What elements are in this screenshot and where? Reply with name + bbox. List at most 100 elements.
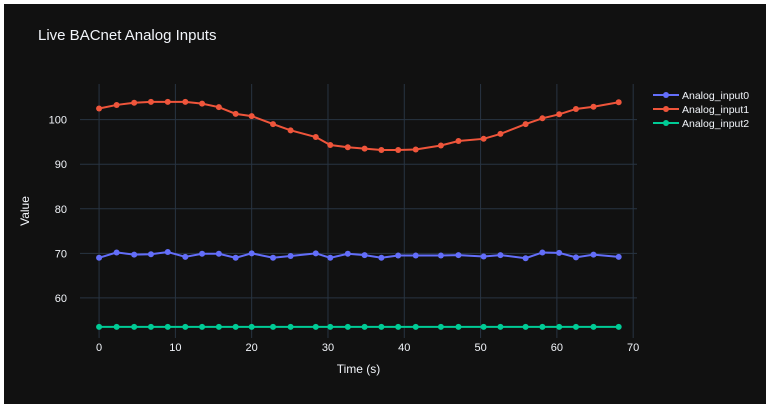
data-point[interactable]	[378, 323, 385, 330]
data-point[interactable]	[270, 121, 277, 128]
data-point[interactable]	[113, 323, 120, 330]
data-point[interactable]	[556, 323, 563, 330]
data-point[interactable]	[522, 323, 529, 330]
data-point[interactable]	[270, 323, 277, 330]
data-point[interactable]	[361, 323, 368, 330]
data-point[interactable]	[344, 144, 351, 151]
legend-item-Analog_input0[interactable]: Analog_input0	[653, 90, 749, 102]
data-point[interactable]	[412, 146, 419, 153]
data-point[interactable]	[287, 323, 294, 330]
data-point[interactable]	[378, 146, 385, 153]
data-point[interactable]	[572, 323, 579, 330]
data-point[interactable]	[215, 104, 222, 111]
data-point[interactable]	[497, 252, 504, 259]
data-point[interactable]	[412, 323, 419, 330]
data-point[interactable]	[248, 113, 255, 120]
data-point[interactable]	[556, 111, 563, 118]
data-point[interactable]	[113, 101, 120, 108]
data-point[interactable]	[131, 99, 138, 106]
data-point[interactable]	[182, 323, 189, 330]
data-point[interactable]	[215, 250, 222, 257]
data-point[interactable]	[312, 134, 319, 141]
data-point[interactable]	[113, 249, 120, 256]
data-point[interactable]	[182, 98, 189, 105]
y-axis-title: Value	[18, 196, 32, 226]
data-point[interactable]	[164, 323, 171, 330]
data-point[interactable]	[147, 323, 154, 330]
legend-item-Analog_input1[interactable]: Analog_input1	[653, 104, 749, 116]
data-point[interactable]	[539, 249, 546, 256]
data-point[interactable]	[96, 105, 103, 112]
data-point[interactable]	[164, 98, 171, 105]
data-point[interactable]	[437, 323, 444, 330]
data-point[interactable]	[248, 250, 255, 257]
data-point[interactable]	[480, 323, 487, 330]
data-point[interactable]	[395, 323, 402, 330]
series-Analog_input0[interactable]	[96, 248, 622, 262]
data-point[interactable]	[327, 323, 334, 330]
data-point[interactable]	[615, 323, 622, 330]
data-point[interactable]	[522, 255, 529, 262]
data-point[interactable]	[556, 249, 563, 256]
data-point[interactable]	[539, 115, 546, 122]
data-point[interactable]	[572, 105, 579, 112]
data-point[interactable]	[437, 252, 444, 259]
data-point[interactable]	[480, 135, 487, 142]
data-point[interactable]	[615, 253, 622, 260]
data-point[interactable]	[395, 146, 402, 153]
data-point[interactable]	[270, 254, 277, 261]
series-Analog_input1[interactable]	[96, 98, 622, 153]
data-point[interactable]	[232, 110, 239, 117]
data-point[interactable]	[480, 253, 487, 260]
data-point[interactable]	[344, 323, 351, 330]
data-point[interactable]	[361, 252, 368, 259]
data-point[interactable]	[199, 323, 206, 330]
data-point[interactable]	[312, 323, 319, 330]
data-point[interactable]	[287, 127, 294, 134]
data-point[interactable]	[455, 323, 462, 330]
data-point[interactable]	[147, 98, 154, 105]
data-point[interactable]	[395, 252, 402, 259]
data-point[interactable]	[232, 254, 239, 261]
data-point[interactable]	[287, 253, 294, 260]
data-point[interactable]	[131, 323, 138, 330]
y-tick-label: 60	[55, 293, 67, 305]
data-point[interactable]	[590, 103, 597, 110]
data-point[interactable]	[327, 254, 334, 261]
series-Analog_input2[interactable]	[96, 323, 622, 330]
legend[interactable]: Analog_input0 Analog_input1 Analog_input2	[653, 90, 749, 130]
legend-item-Analog_input2[interactable]: Analog_input2	[653, 118, 749, 130]
data-point[interactable]	[312, 250, 319, 257]
data-point[interactable]	[437, 142, 444, 149]
data-point[interactable]	[147, 251, 154, 258]
data-point[interactable]	[232, 323, 239, 330]
series-layer[interactable]	[96, 98, 622, 330]
data-point[interactable]	[497, 323, 504, 330]
data-point[interactable]	[539, 323, 546, 330]
data-point[interactable]	[215, 323, 222, 330]
data-point[interactable]	[131, 251, 138, 258]
data-point[interactable]	[378, 254, 385, 261]
series-line[interactable]	[98, 100, 619, 151]
data-point[interactable]	[361, 145, 368, 152]
data-point[interactable]	[199, 100, 206, 107]
data-point[interactable]	[96, 254, 103, 261]
data-point[interactable]	[412, 252, 419, 259]
data-point[interactable]	[164, 248, 171, 255]
data-point[interactable]	[182, 253, 189, 260]
data-point[interactable]	[615, 99, 622, 106]
data-point[interactable]	[522, 121, 529, 128]
data-point[interactable]	[344, 250, 351, 257]
data-point[interactable]	[248, 323, 255, 330]
data-point[interactable]	[590, 323, 597, 330]
data-point[interactable]	[455, 252, 462, 259]
data-point[interactable]	[327, 142, 334, 149]
data-point[interactable]	[497, 130, 504, 137]
data-point[interactable]	[96, 323, 103, 330]
legend-label: Analog_input0	[682, 90, 749, 102]
data-point[interactable]	[455, 138, 462, 145]
data-point[interactable]	[572, 254, 579, 261]
data-point[interactable]	[590, 251, 597, 258]
data-point[interactable]	[199, 250, 206, 257]
